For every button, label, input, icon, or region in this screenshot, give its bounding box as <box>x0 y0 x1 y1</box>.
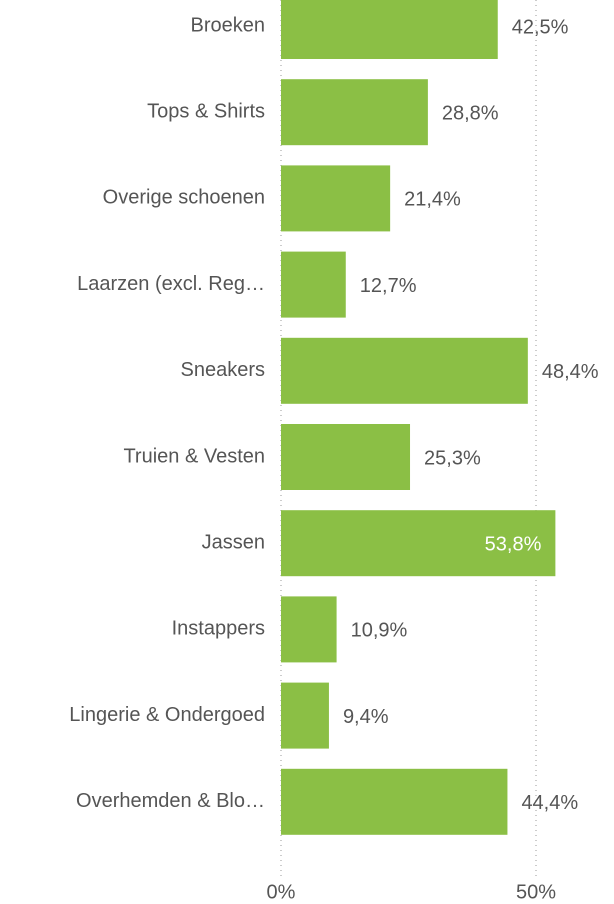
data-label: 44,4% <box>521 792 578 814</box>
bar <box>281 596 337 663</box>
category-label: Overhemden & Blo… <box>76 790 265 812</box>
data-label: 48,4% <box>542 361 599 383</box>
category-label: Instappers <box>172 618 265 640</box>
data-label: 25,3% <box>424 447 481 469</box>
bar <box>281 337 528 404</box>
category-label: Tops & Shirts <box>147 100 265 122</box>
data-label: 28,8% <box>442 102 499 124</box>
x-tick-label: 50% <box>516 881 556 903</box>
bar <box>281 0 498 59</box>
category-label: Lingerie & Ondergoed <box>69 704 265 726</box>
bar <box>281 165 391 232</box>
bar <box>281 768 508 835</box>
category-label: Broeken <box>191 14 266 36</box>
data-label: 53,8% <box>485 533 542 555</box>
data-label: 42,5% <box>512 16 569 38</box>
bar <box>281 79 428 146</box>
category-label: Laarzen (excl. Reg… <box>77 273 265 295</box>
bar <box>281 510 556 577</box>
category-label: Sneakers <box>181 359 266 381</box>
x-tick-label: 0% <box>267 881 296 903</box>
category-label: Jassen <box>202 531 265 553</box>
data-label: 10,9% <box>351 620 408 642</box>
category-label: Truien & Vesten <box>123 445 265 467</box>
bar <box>281 424 411 490</box>
bar <box>281 251 346 318</box>
data-label: 9,4% <box>343 706 389 728</box>
bar <box>281 682 329 749</box>
data-label: 21,4% <box>404 189 461 211</box>
category-label: Overige schoenen <box>103 187 265 209</box>
data-label: 12,7% <box>360 275 417 297</box>
